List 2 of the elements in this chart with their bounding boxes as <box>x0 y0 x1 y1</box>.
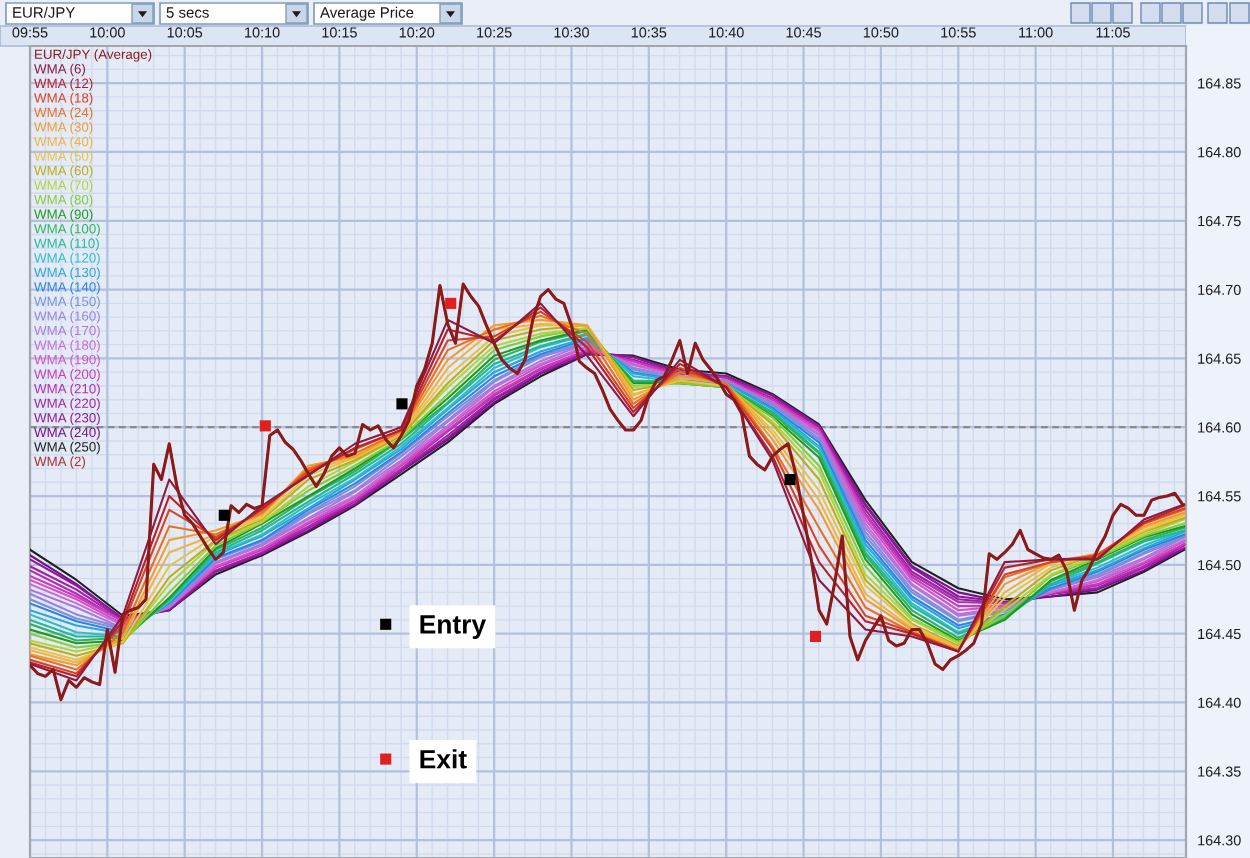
legend-label: Entry <box>420 615 487 639</box>
legend-label: Exit <box>420 749 467 769</box>
